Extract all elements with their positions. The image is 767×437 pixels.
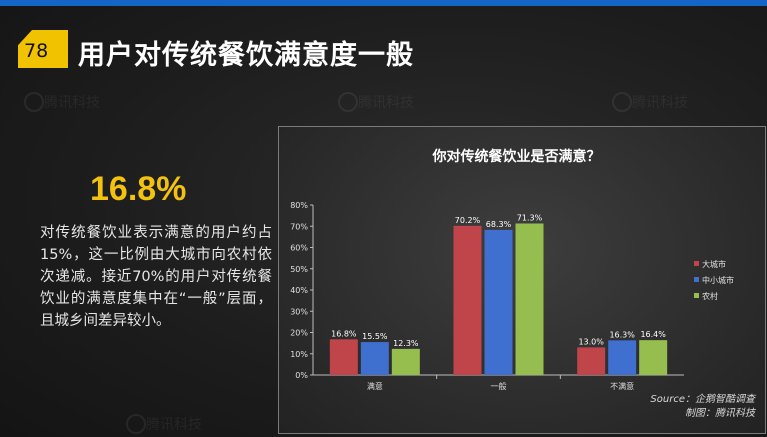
credit-line: 制图：腾讯科技 <box>685 408 755 419</box>
y-tick-label: 80% <box>290 201 308 210</box>
watermark-text: 腾讯科技 <box>632 95 688 111</box>
page-number-badge <box>18 30 68 68</box>
page-title: 用户对传统餐饮满意度一般 <box>78 40 414 71</box>
y-tick-label: 50% <box>290 265 308 274</box>
y-tick-label: 0% <box>295 371 308 380</box>
data-label: 12.3% <box>393 339 419 348</box>
legend-swatch <box>694 261 699 266</box>
bar <box>329 339 358 375</box>
bar <box>391 348 420 375</box>
bar <box>484 229 513 375</box>
category-label: 满意 <box>367 381 383 391</box>
bar <box>360 342 389 375</box>
data-label: 13.0% <box>578 337 604 346</box>
source-note: Source：企鹅智酷调查 制图：腾讯科技 <box>650 393 755 421</box>
data-label: 68.3% <box>486 220 512 229</box>
watermark-logo-icon <box>338 92 358 112</box>
chart-panel: 你对传统餐饮业是否满意？ 0% 10% 20% 30% 40% 50% 60% 70% 80% 满意… <box>278 126 766 434</box>
watermark-text: 腾讯科技 <box>44 95 100 111</box>
data-label: 16.4% <box>640 330 666 339</box>
bar <box>608 340 637 375</box>
chart-title: 你对传统餐饮业是否满意？ <box>432 148 601 165</box>
y-tick-label: 10% <box>290 350 308 359</box>
legend-label: 大城市 <box>702 259 726 269</box>
category-label: 一般 <box>491 381 507 391</box>
legend-swatch <box>694 277 699 282</box>
data-label: 15.5% <box>362 332 388 341</box>
bar <box>453 225 482 375</box>
description-text: 对传统餐饮业表示满意的用户约占15%，这一比例由大城市向农村依次递减。接近70%… <box>40 225 272 329</box>
bar <box>639 340 668 375</box>
y-tick-label: 60% <box>290 244 308 253</box>
highlight-stat: 16.8% <box>90 170 187 208</box>
y-tick-label: 70% <box>290 222 308 231</box>
data-label: 16.3% <box>609 330 635 339</box>
bar-chart: 你对传统餐饮业是否满意？ 0% 10% 20% 30% 40% 50% 60% 70% 80% 满意… <box>290 148 734 391</box>
data-label: 71.3% <box>517 213 543 222</box>
y-tick-label: 30% <box>290 307 308 316</box>
watermark-logo-icon <box>612 92 632 112</box>
legend-label: 中小城市 <box>702 275 734 285</box>
category-label: 不满意 <box>610 381 634 391</box>
y-tick-label: 40% <box>290 286 308 295</box>
legend-swatch <box>694 293 699 298</box>
data-label: 70.2% <box>455 216 481 225</box>
watermark-logo-icon <box>126 414 146 434</box>
bar <box>515 223 544 375</box>
legend-label: 农村 <box>702 291 718 301</box>
watermark-logo-icon <box>24 92 44 112</box>
y-tick-label: 20% <box>290 329 308 338</box>
watermark-text: 腾讯科技 <box>146 417 202 433</box>
watermark-text: 腾讯科技 <box>358 95 414 111</box>
data-label: 16.8% <box>331 329 357 338</box>
top-accent-bar <box>0 0 767 6</box>
bar <box>577 347 606 375</box>
source-line: Source：企鹅智酷调查 <box>650 394 755 405</box>
page-number: 78 <box>24 40 49 62</box>
